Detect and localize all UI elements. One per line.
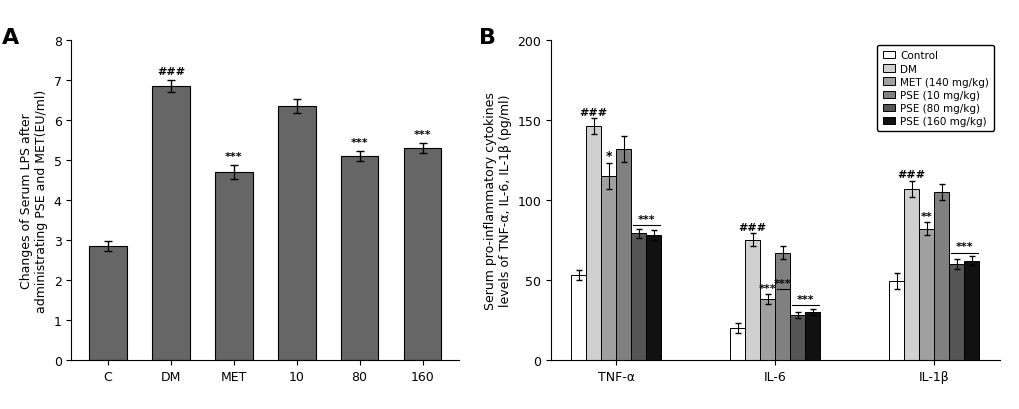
Bar: [571, 275, 586, 360]
Bar: [586, 127, 600, 360]
Bar: [790, 315, 804, 360]
Bar: [804, 312, 819, 360]
Y-axis label: Serum pro-inflammatory cytokines
levels of TNF-α, IL-6, IL-1β (pg/ml): Serum pro-inflammatory cytokines levels …: [483, 92, 512, 309]
Bar: [89, 246, 126, 360]
Text: ***: ***: [773, 278, 791, 288]
Bar: [730, 328, 745, 360]
Text: ***: ***: [225, 151, 243, 161]
Text: ###: ###: [579, 108, 607, 117]
Bar: [903, 189, 918, 360]
Bar: [889, 282, 903, 360]
Text: ***: ***: [637, 214, 654, 224]
Bar: [277, 107, 315, 360]
Text: ###: ###: [897, 170, 925, 180]
Bar: [152, 87, 190, 360]
Text: *: *: [605, 149, 611, 162]
Bar: [340, 157, 378, 360]
Bar: [631, 234, 646, 360]
Bar: [600, 177, 615, 360]
Text: ***: ***: [955, 241, 972, 252]
Bar: [404, 148, 441, 360]
Bar: [745, 240, 759, 360]
Y-axis label: Changes of Serum LPS after
administrating PSE and MET(EU/ml): Changes of Serum LPS after administratin…: [20, 89, 48, 312]
Text: ***: ***: [414, 130, 431, 140]
Text: ***: ***: [758, 283, 775, 293]
Bar: [949, 264, 963, 360]
Bar: [963, 261, 978, 360]
Text: ###: ###: [738, 222, 766, 232]
Text: ***: ***: [351, 138, 368, 148]
Text: ###: ###: [157, 67, 184, 77]
Text: ***: ***: [796, 294, 813, 304]
Bar: [215, 173, 253, 360]
Bar: [759, 299, 774, 360]
Text: B: B: [479, 28, 495, 48]
Legend: Control, DM, MET (140 mg/kg), PSE (10 mg/kg), PSE (80 mg/kg), PSE (160 mg/kg): Control, DM, MET (140 mg/kg), PSE (10 mg…: [876, 46, 994, 132]
Bar: [933, 193, 949, 360]
Bar: [918, 229, 933, 360]
Text: A: A: [2, 28, 19, 48]
Text: **: **: [920, 211, 931, 221]
Bar: [615, 149, 631, 360]
Bar: [646, 236, 660, 360]
Bar: [774, 253, 790, 360]
